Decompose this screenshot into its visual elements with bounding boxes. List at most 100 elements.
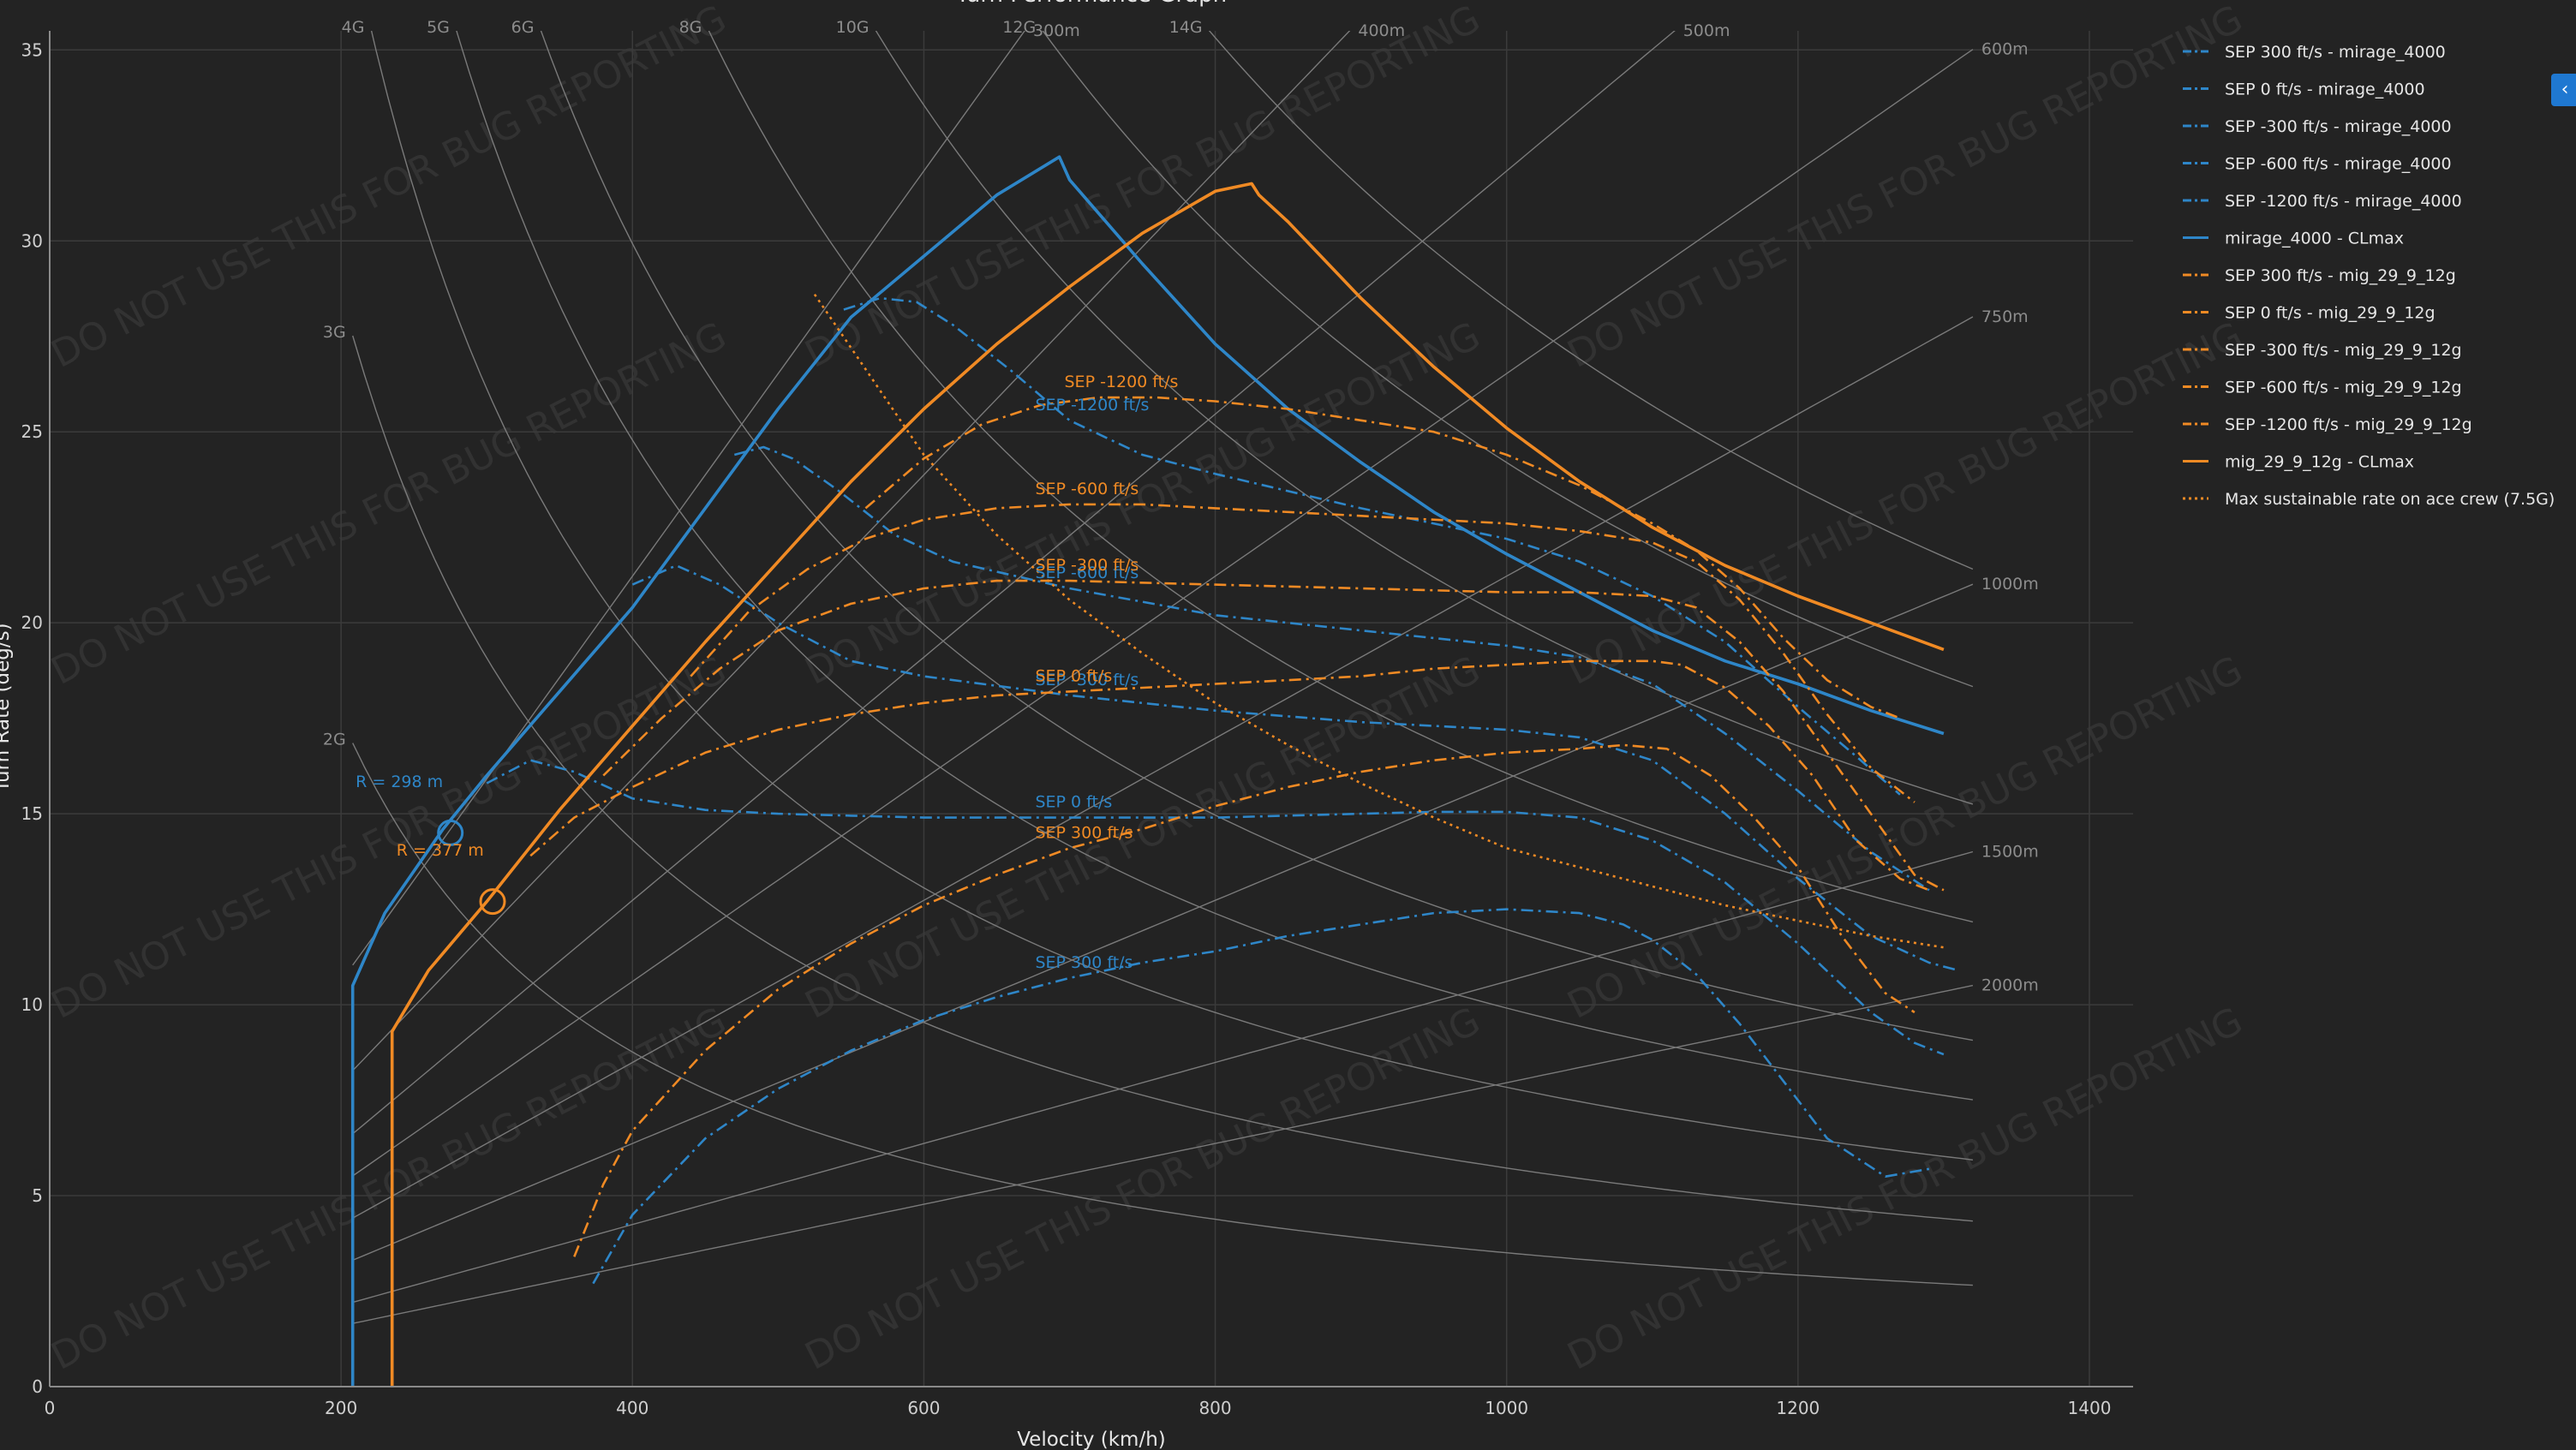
- x-tick-label: 200: [325, 1398, 357, 1418]
- legend-label: SEP 300 ft/s - mirage_4000: [2225, 43, 2446, 62]
- legend-label: SEP 300 ft/s - mig_29_9_12g: [2225, 266, 2456, 285]
- legend-item[interactable]: mig_29_9_12g - CLmax: [2183, 453, 2414, 472]
- turn-radius-label: 600m: [1981, 40, 2029, 59]
- turn-radius-marker: [437, 819, 464, 846]
- axes: 0 200 400 600 800 1000 1200 1400 0 5 10 15 20 25 30 35: [21, 31, 2133, 1418]
- load-factor-label: 12G: [1002, 18, 1036, 37]
- y-tick-label: 10: [21, 994, 43, 1015]
- turn-radius-label: 500m: [1683, 21, 1730, 40]
- load-factor-line: [456, 31, 1974, 1101]
- legend[interactable]: SEP 300 ft/s - mirage_4000 SEP 0 ft/s - m…: [2183, 43, 2555, 509]
- x-tick-label: 600: [907, 1398, 940, 1418]
- y-tick-label: 15: [21, 803, 43, 824]
- load-factor-label: 4G: [342, 18, 365, 37]
- turn-radius-line: [352, 850, 1974, 1304]
- load-factor-line: [352, 743, 1973, 1286]
- y-tick-label: 30: [21, 230, 43, 251]
- load-factor-line: [1208, 31, 1974, 570]
- chart-title: Turn Performance Graph: [955, 0, 1227, 8]
- legend-item[interactable]: SEP -1200 ft/s - mirage_4000: [2183, 192, 2462, 211]
- x-tick-label: 800: [1198, 1398, 1231, 1418]
- legend-label: mig_29_9_12g - CLmax: [2225, 453, 2414, 472]
- series-inline-label: SEP -600 ft/s: [1035, 480, 1139, 498]
- legend-label: SEP 0 ft/s - mirage_4000: [2225, 81, 2425, 99]
- legend-item[interactable]: SEP 300 ft/s - mirage_4000: [2183, 43, 2446, 62]
- series-inline-label: SEP -1200 ft/s: [1065, 373, 1179, 391]
- legend-label: mirage_4000 - CLmax: [2225, 230, 2404, 248]
- load-factor-label: 10G: [836, 18, 870, 37]
- legend-item[interactable]: Max sustainable rate on ace crew (7.5G): [2183, 490, 2555, 509]
- load-factor-label: 8G: [679, 18, 702, 37]
- series-line: [631, 564, 1959, 972]
- load-factor-label: 3G: [323, 323, 346, 342]
- series-line: [843, 296, 1901, 796]
- watermark-text: DO NOT USE THIS FOR BUG REPORTING: [1561, 647, 2250, 1027]
- annotations: R = 298 m R = 377 m: [356, 773, 506, 916]
- turn-radius-line: [352, 984, 1974, 1324]
- series-inline-label: SEP -300 ft/s: [1035, 671, 1139, 689]
- load-factor-label: 2G: [323, 731, 346, 749]
- y-tick-label: 0: [32, 1376, 43, 1397]
- legend-item[interactable]: SEP 0 ft/s - mirage_4000: [2183, 81, 2425, 99]
- load-factor-label: 6G: [511, 18, 535, 37]
- watermark-text: DO NOT USE THIS FOR BUG REPORTING: [798, 999, 1487, 1378]
- x-tick-label: 1400: [2068, 1398, 2112, 1418]
- series-line: [486, 759, 1945, 1056]
- turn-radius-line: [352, 31, 1351, 1071]
- reference-line-labels: 2G 3G 4G 5G 6G 8G 10G 12G 14G 300m 400m 500m 600m 750…: [323, 18, 2039, 995]
- turn-radius-line: [352, 31, 1025, 966]
- gridlines: [50, 31, 2133, 1387]
- collapse-panel-button[interactable]: ‹: [2551, 74, 2576, 106]
- y-tick-label: 35: [21, 39, 43, 60]
- y-tick-label: 5: [32, 1185, 43, 1206]
- turn-radius-line: [352, 49, 1974, 1177]
- legend-item[interactable]: SEP -1200 ft/s - mig_29_9_12g: [2183, 415, 2472, 434]
- series-line: [690, 503, 1916, 803]
- series-line: [592, 908, 1930, 1285]
- x-axis-title: Velocity (km/h): [1017, 1429, 1166, 1450]
- watermark-text: DO NOT USE THIS FOR BUG REPORTING: [798, 647, 1487, 1027]
- legend-label: SEP -1200 ft/s - mig_29_9_12g: [2225, 415, 2472, 434]
- legend-label: SEP -600 ft/s - mig_29_9_12g: [2225, 379, 2462, 397]
- legend-item[interactable]: SEP 0 ft/s - mig_29_9_12g: [2183, 304, 2436, 323]
- legend-label: SEP -300 ft/s - mig_29_9_12g: [2225, 341, 2462, 360]
- series-lines: [350, 155, 1959, 1387]
- turn-radius-label: 2000m: [1981, 976, 2039, 995]
- legend-item[interactable]: mirage_4000 - CLmax: [2183, 230, 2404, 248]
- load-factor-line: [708, 31, 1974, 923]
- series-inline-label: SEP 0 ft/s: [1035, 793, 1112, 812]
- legend-item[interactable]: SEP -300 ft/s - mig_29_9_12g: [2183, 341, 2462, 360]
- watermark-text: DO NOT USE THIS FOR BUG REPORTING: [45, 313, 733, 693]
- load-factor-line: [540, 31, 1974, 1041]
- series-inline-label: SEP -1200 ft/s: [1035, 396, 1149, 415]
- series-inline-label: SEP -600 ft/s: [1035, 564, 1139, 582]
- series-line: [390, 182, 1945, 1387]
- legend-item[interactable]: SEP -600 ft/s - mirage_4000: [2183, 155, 2452, 174]
- load-factor-line: [370, 31, 1973, 1161]
- turn-radius-line: [352, 316, 1974, 1219]
- series-line: [733, 445, 1930, 892]
- y-axis-title: Turn Rate (deg/s): [0, 623, 14, 792]
- turn-radius-line: [352, 31, 1676, 1135]
- watermark-text: DO NOT USE THIS FOR BUG REPORTING: [45, 0, 733, 377]
- legend-item[interactable]: SEP -300 ft/s - mirage_4000: [2183, 117, 2452, 136]
- legend-item[interactable]: SEP 300 ft/s - mig_29_9_12g: [2183, 266, 2456, 285]
- watermark-layer: DO NOT USE THIS FOR BUG REPORTING DO NOT …: [45, 0, 2250, 1379]
- legend-label: SEP -300 ft/s - mirage_4000: [2225, 117, 2452, 136]
- load-factor-label: 14G: [1169, 18, 1203, 37]
- legend-item[interactable]: SEP -600 ft/s - mig_29_9_12g: [2183, 379, 2462, 397]
- legend-label: SEP 0 ft/s - mig_29_9_12g: [2225, 304, 2436, 323]
- series-line: [573, 743, 1916, 1257]
- turn-radius-label: 1000m: [1981, 575, 2039, 594]
- series-inline-label: SEP 0 ft/s: [1035, 666, 1112, 685]
- watermark-text: DO NOT USE THIS FOR BUG REPORTING: [1561, 0, 2250, 377]
- series-line: [350, 155, 1945, 1387]
- legend-label: SEP -1200 ft/s - mirage_4000: [2225, 192, 2462, 211]
- turn-radius-line: [352, 583, 1974, 1262]
- turn-radius-label: 400m: [1358, 21, 1405, 40]
- series-line: [602, 579, 1945, 892]
- load-factor-label: 5G: [427, 18, 450, 37]
- series-line: [529, 659, 1930, 892]
- y-tick-label: 25: [21, 421, 43, 442]
